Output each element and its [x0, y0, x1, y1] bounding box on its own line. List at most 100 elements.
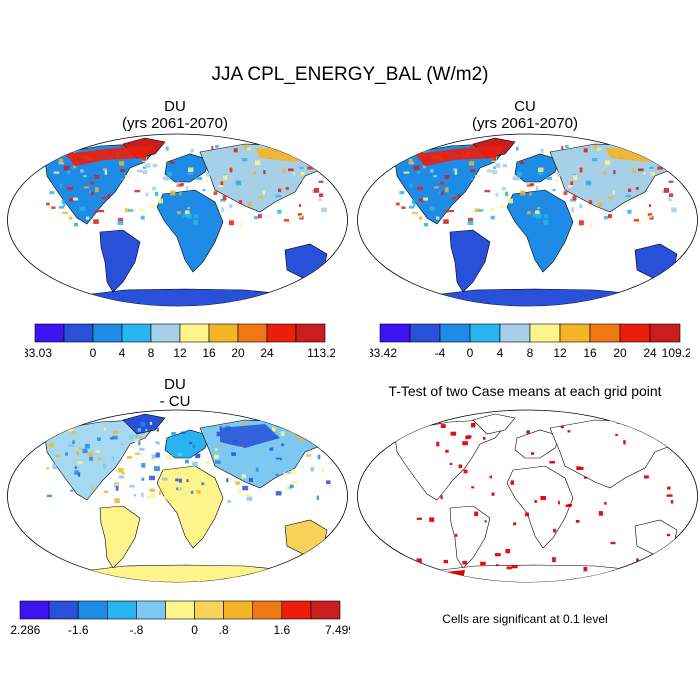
- grid-cell: [201, 482, 205, 486]
- grid-cell: [604, 216, 608, 220]
- grid-cell: [86, 216, 90, 220]
- grid-cell: [77, 461, 84, 464]
- grid-cell: [608, 196, 613, 199]
- colorbar-label: 8: [148, 346, 155, 360]
- grid-cell: [247, 147, 251, 151]
- grid-cell: [192, 461, 198, 467]
- colorbar-label: 4: [119, 346, 126, 360]
- grid-cell: [59, 205, 65, 209]
- grid-cell: [583, 148, 588, 153]
- grid-cell: [314, 187, 320, 193]
- grid-cell: [326, 480, 331, 485]
- colorbar-swatch: [194, 600, 224, 620]
- significant-cell: [598, 511, 603, 516]
- grid-cell: [585, 180, 592, 186]
- grid-cell: [285, 171, 289, 175]
- grid-cell: [103, 168, 108, 171]
- grid-cell: [89, 190, 92, 194]
- significant-cell: [429, 517, 435, 522]
- grid-cell: [489, 208, 495, 212]
- grid-cell: [142, 170, 148, 175]
- significant-cell: [489, 475, 492, 479]
- grid-cell: [417, 169, 421, 175]
- colorbar-label: 24: [643, 346, 657, 360]
- colorbar-swatch: [252, 600, 283, 620]
- grid-cell: [409, 183, 413, 188]
- significant-cell: [445, 449, 449, 453]
- grid-cell: [182, 213, 189, 218]
- grid-cell: [229, 203, 233, 209]
- grid-cell: [321, 468, 325, 473]
- grid-cell: [206, 172, 211, 177]
- grid-cell: [536, 213, 542, 219]
- grid-cell: [213, 191, 218, 195]
- grid-cell: [73, 223, 78, 227]
- grid-cell: [284, 434, 289, 439]
- grid-cell: [555, 178, 558, 183]
- significant-cell: [604, 502, 607, 505]
- grid-cell: [664, 148, 669, 154]
- significant-cell: [549, 461, 555, 464]
- grid-cell: [242, 158, 248, 162]
- colorbar-label: 0: [467, 346, 474, 360]
- grid-cell: [501, 186, 507, 191]
- grid-cell: [255, 160, 261, 166]
- significant-cell: [644, 475, 649, 479]
- grid-cell: [643, 172, 646, 175]
- grid-cell: [90, 181, 95, 185]
- grid-cell: [95, 187, 99, 193]
- grid-cell: [669, 193, 674, 197]
- significant-cell: [463, 469, 468, 474]
- grid-cell: [149, 204, 155, 208]
- negative-difference-region: [220, 424, 280, 448]
- significant-cell: [449, 462, 453, 465]
- grid-cell: [306, 454, 312, 457]
- significant-cell: [440, 424, 446, 428]
- significant-cell: [440, 495, 443, 500]
- grid-cell: [220, 181, 224, 185]
- grid-cell: [495, 192, 499, 197]
- colorbar-swatch: [121, 323, 152, 343]
- grid-cell: [151, 454, 156, 459]
- grid-cell: [613, 170, 616, 175]
- grid-cell: [468, 161, 475, 166]
- significant-cell: [473, 422, 476, 426]
- grid-cell: [178, 486, 181, 491]
- grid-cell: [215, 460, 221, 464]
- grid-cell: [275, 457, 282, 461]
- grid-cell: [149, 488, 156, 492]
- grid-cell: [299, 166, 304, 169]
- grid-cell: [635, 171, 639, 175]
- grid-cell: [103, 465, 106, 469]
- grid-cell: [648, 204, 651, 208]
- significant-cell: [623, 440, 626, 445]
- grid-cell: [285, 187, 289, 190]
- grid-cell: [590, 223, 593, 228]
- grid-cell: [245, 493, 251, 497]
- significant-cell: [531, 452, 535, 455]
- grid-cell: [605, 160, 611, 166]
- grid-cell: [211, 442, 215, 446]
- colorbar-label: 4: [497, 346, 504, 360]
- grid-cell: [149, 421, 153, 425]
- grid-cell: [104, 170, 108, 175]
- grid-cell: [145, 163, 151, 168]
- colorbar-label: 20: [613, 346, 627, 360]
- grid-cell: [579, 220, 584, 226]
- grid-cell: [142, 166, 146, 169]
- grid-cell: [120, 177, 124, 181]
- grid-cell: [46, 202, 50, 206]
- grid-cell: [530, 183, 534, 187]
- significant-cell: [458, 464, 462, 469]
- grid-cell: [188, 167, 194, 173]
- grid-cell: [145, 428, 148, 432]
- colorbar-label: 0: [191, 623, 198, 637]
- colorbar-swatch: [439, 323, 471, 343]
- grid-cell: [649, 166, 654, 169]
- significant-cell: [471, 422, 476, 428]
- grid-cell: [275, 459, 280, 464]
- grid-cell: [52, 464, 57, 470]
- grid-cell: [568, 185, 574, 188]
- grid-cell: [292, 432, 295, 437]
- grid-cell: [288, 168, 294, 172]
